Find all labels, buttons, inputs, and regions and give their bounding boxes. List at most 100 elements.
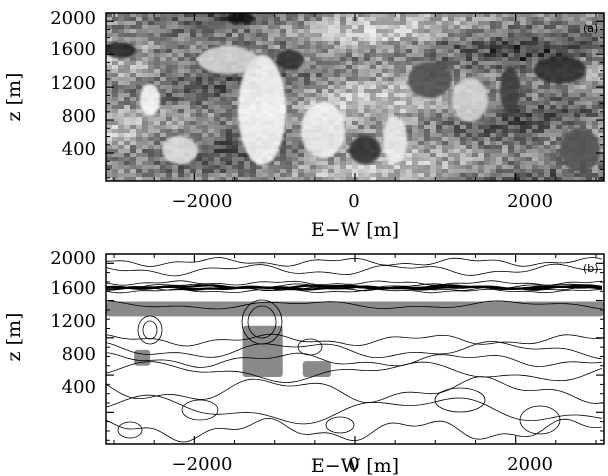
- heatmap-cell: [376, 25, 383, 30]
- heatmap-cell: [346, 129, 353, 134]
- heatmap-cell: [538, 41, 545, 46]
- heatmap-cell: [154, 161, 161, 166]
- heatmap-cell: [124, 33, 131, 38]
- heatmap-cell: [412, 117, 419, 122]
- heatmap-cell: [184, 41, 191, 46]
- heatmap-cell: [538, 93, 545, 98]
- heatmap-cell: [280, 41, 287, 46]
- heatmap-cell: [220, 109, 227, 114]
- heatmap-cell: [550, 101, 557, 106]
- heatmap-cell: [160, 141, 167, 146]
- heatmap-cell: [154, 169, 161, 174]
- heatmap-cell: [196, 41, 203, 46]
- heatmap-cell: [574, 101, 581, 106]
- heatmap-cell: [424, 157, 431, 162]
- heatmap-cell: [592, 165, 599, 170]
- heatmap-cell: [472, 57, 479, 62]
- heatmap-cell: [580, 61, 587, 66]
- heatmap-cell: [544, 21, 551, 26]
- heatmap-cell: [112, 25, 119, 30]
- heatmap-cell: [544, 13, 551, 18]
- heatmap-cell: [334, 69, 341, 74]
- heatmap-cell: [112, 29, 119, 34]
- heatmap-cell: [358, 173, 365, 178]
- heatmap-cell: [286, 133, 293, 138]
- heatmap-cell: [508, 125, 515, 130]
- heatmap-cell: [112, 85, 119, 90]
- heatmap-cell: [346, 21, 353, 26]
- heatmap-cell: [322, 93, 329, 98]
- heatmap-cell: [184, 25, 191, 30]
- heatmap-cell: [154, 121, 161, 126]
- heatmap-cell: [190, 73, 197, 78]
- heatmap-cell: [424, 121, 431, 126]
- heatmap-cell: [358, 45, 365, 50]
- heatmap-cell: [448, 157, 455, 162]
- heatmap-cell: [286, 117, 293, 122]
- heatmap-cell: [598, 41, 604, 46]
- heatmap-cell: [202, 13, 209, 18]
- heatmap-cell: [526, 69, 533, 74]
- heatmap-cell: [136, 161, 143, 166]
- heatmap-cell: [286, 69, 293, 74]
- heatmap-cell: [124, 93, 131, 98]
- heatmap-cell: [556, 105, 563, 110]
- heatmap-feature: [500, 66, 520, 114]
- heatmap-cell: [550, 173, 557, 178]
- heatmap-cell: [226, 133, 233, 138]
- contour-line: [106, 361, 603, 383]
- heatmap-cell: [448, 105, 455, 110]
- heatmap-cell: [514, 33, 521, 38]
- heatmap-cell: [136, 41, 143, 46]
- heatmap-cell: [154, 49, 161, 54]
- heatmap-cell: [526, 13, 533, 18]
- heatmap-cell: [298, 65, 305, 70]
- heatmap-cell: [592, 33, 599, 38]
- heatmap-cell: [556, 25, 563, 30]
- heatmap-cell: [586, 57, 593, 62]
- heatmap-cell: [598, 161, 604, 166]
- heatmap-cell: [598, 149, 604, 154]
- heatmap-cell: [172, 125, 179, 130]
- heatmap-cell: [436, 45, 443, 50]
- heatmap-cell: [448, 33, 455, 38]
- heatmap-cell: [466, 45, 473, 50]
- heatmap-cell: [484, 161, 491, 166]
- heatmap-cell: [580, 117, 587, 122]
- heatmap-cell: [142, 125, 149, 130]
- heatmap-cell: [292, 117, 299, 122]
- heatmap-cell: [496, 17, 503, 22]
- heatmap-cell: [430, 161, 437, 166]
- heatmap-cell: [568, 109, 575, 114]
- heatmap-cell: [538, 109, 545, 114]
- heatmap-cell: [304, 29, 311, 34]
- heatmap-cell: [238, 161, 245, 166]
- heatmap-cell: [112, 33, 119, 38]
- heatmap-cell: [538, 29, 545, 34]
- heatmap-cell: [166, 77, 173, 82]
- heatmap-cell: [406, 93, 413, 98]
- heatmap-cell: [478, 49, 485, 54]
- heatmap-cell: [136, 21, 143, 26]
- heatmap-cell: [142, 173, 149, 178]
- heatmap-cell: [508, 61, 515, 66]
- heatmap-cell: [142, 53, 149, 58]
- heatmap-cell: [400, 113, 407, 118]
- heatmap-cell: [226, 89, 233, 94]
- heatmap-cell: [232, 25, 239, 30]
- heatmap-cell: [532, 125, 539, 130]
- heatmap-cell: [436, 129, 443, 134]
- heatmap-cell: [364, 117, 371, 122]
- heatmap-cell: [118, 149, 125, 154]
- heatmap-cell: [568, 85, 575, 90]
- heatmap-cell: [406, 89, 413, 94]
- heatmap-cell: [244, 25, 251, 30]
- heatmap-cell: [346, 13, 353, 18]
- heatmap-cell: [550, 21, 557, 26]
- heatmap-cell: [358, 49, 365, 54]
- heatmap-cell: [370, 93, 377, 98]
- heatmap-cell: [388, 177, 395, 181]
- heatmap-cell: [532, 153, 539, 158]
- heatmap-cell: [340, 37, 347, 42]
- heatmap-cell: [280, 69, 287, 74]
